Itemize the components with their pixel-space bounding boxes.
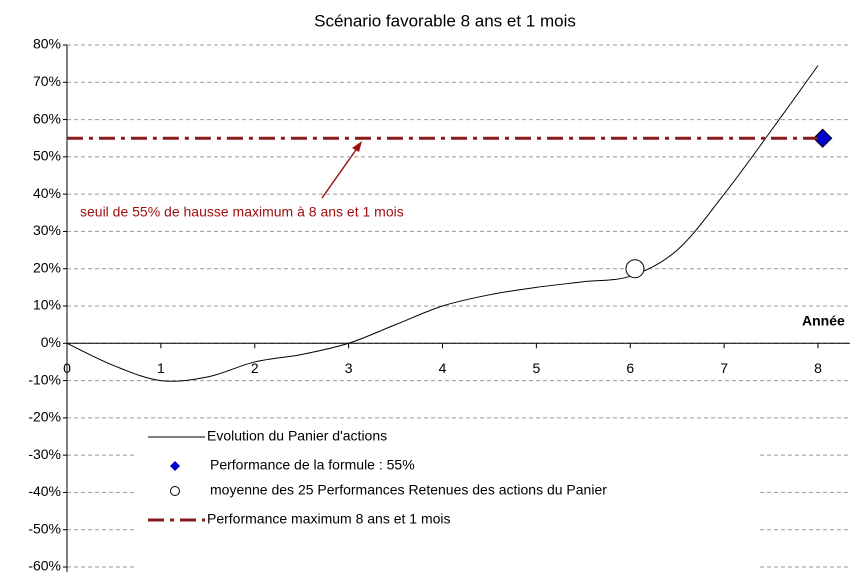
diamond-marker <box>812 128 833 148</box>
y-tick-label: -60% <box>28 558 61 572</box>
chart-title: Scénario favorable 8 ans et 1 mois <box>314 11 576 30</box>
x-tick-label: 1 <box>157 360 165 376</box>
y-tick-label: 70% <box>33 73 61 89</box>
legend-label: Performance de la formule : 55% <box>210 457 415 473</box>
legend-label: Performance maximum 8 ans et 1 mois <box>207 511 451 527</box>
legend-swatch <box>170 461 180 471</box>
annotation-arrow <box>321 146 359 199</box>
circle-marker <box>625 259 645 279</box>
y-tick-label: 50% <box>33 148 61 164</box>
x-tick-label: 7 <box>720 360 728 376</box>
annotation-arrowhead <box>352 141 362 152</box>
y-tick-label: -10% <box>28 371 61 387</box>
annotation: seuil de 55% de hausse maximum à 8 ans e… <box>80 204 404 220</box>
x-tick-label: 0 <box>63 360 71 376</box>
x-tick-label: 3 <box>345 360 353 376</box>
y-tick-label: 40% <box>33 185 61 201</box>
x-tick-label: 8 <box>814 360 822 376</box>
x-axis-label: Année <box>802 313 845 329</box>
legend-swatch <box>170 486 180 496</box>
x-tick-label: 4 <box>439 360 447 376</box>
y-tick-label: -50% <box>28 520 61 536</box>
y-tick-label: 30% <box>33 222 61 238</box>
y-tick-label: 80% <box>33 36 61 52</box>
legend-label: moyenne des 25 Performances Retenues des… <box>210 482 607 498</box>
x-tick-label: 5 <box>532 360 540 376</box>
x-tick-label: 6 <box>626 360 634 376</box>
y-tick-label: 10% <box>33 297 61 313</box>
legend-label: Evolution du Panier d'actions <box>207 428 387 444</box>
y-tick-label: -40% <box>28 483 61 499</box>
y-tick-label: 20% <box>33 259 61 275</box>
y-tick-label: 0% <box>41 334 61 350</box>
y-tick-label: 60% <box>33 110 61 126</box>
x-tick-label: 2 <box>251 360 259 376</box>
data-line <box>66 65 819 382</box>
y-tick-label: -30% <box>28 446 61 462</box>
y-tick-label: -20% <box>28 409 61 425</box>
legend-box <box>135 420 760 572</box>
